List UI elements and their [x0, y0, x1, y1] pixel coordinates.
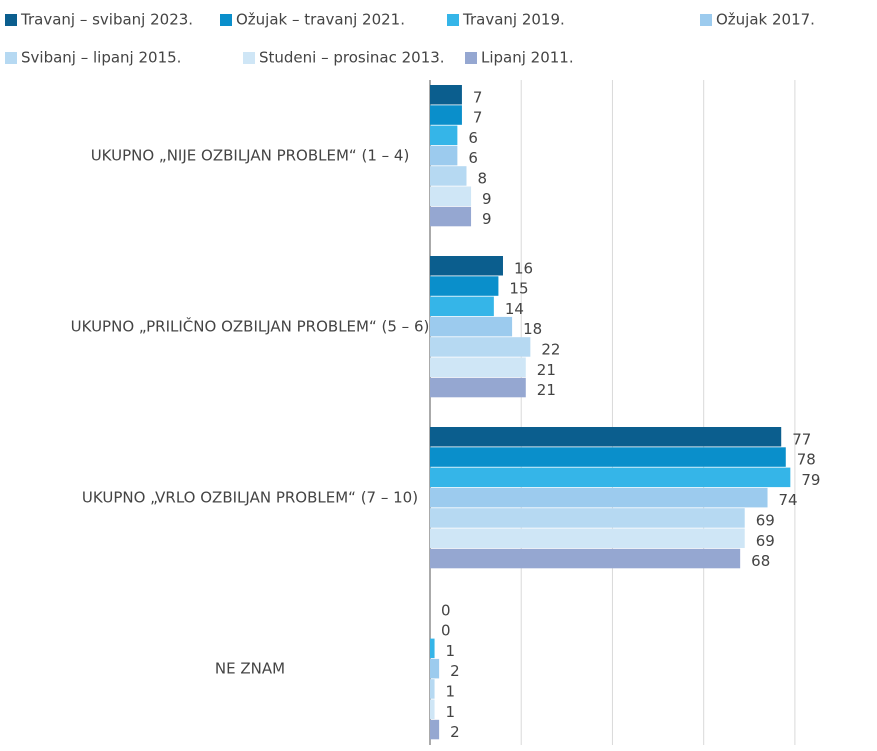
- value-label: 22: [541, 340, 560, 358]
- legend-label: Lipanj 2011.: [481, 49, 574, 67]
- value-label: 9: [482, 190, 492, 208]
- value-label: 69: [756, 532, 775, 550]
- bar: [430, 145, 458, 166]
- value-label: 6: [468, 129, 478, 147]
- value-label: 77: [792, 430, 811, 448]
- legend-swatch: [447, 14, 459, 26]
- value-label: 1: [446, 682, 456, 700]
- value-label: 2: [450, 662, 460, 680]
- legend-label: Ožujak – travanj 2021.: [236, 11, 405, 29]
- bar: [430, 679, 435, 699]
- legend-swatch: [5, 52, 17, 64]
- category-label: NE ZNAM: [215, 660, 285, 678]
- legend-label: Studeni – prosinac 2013.: [259, 49, 445, 67]
- bar: [430, 85, 462, 105]
- legend-label: Travanj – svibanj 2023.: [20, 11, 193, 29]
- legend-swatch: [700, 14, 712, 26]
- value-label: 74: [779, 491, 798, 509]
- bar: [430, 528, 745, 548]
- bar: [430, 427, 782, 447]
- value-label: 15: [509, 280, 528, 298]
- value-label: 14: [505, 300, 524, 318]
- bar: [430, 206, 472, 227]
- value-label: 69: [756, 511, 775, 529]
- value-label: 9: [482, 210, 492, 228]
- value-label: 1: [446, 703, 456, 721]
- legend-swatch: [465, 52, 477, 64]
- category-label: UKUPNO „NIJE OZBILJAN PROBLEM“ (1 – 4): [91, 147, 410, 165]
- bar: [430, 166, 467, 186]
- bar: [430, 638, 435, 659]
- bar: [430, 447, 786, 467]
- category-label: UKUPNO „VRLO OZBILJAN PROBLEM“ (7 – 10): [82, 489, 418, 507]
- bar: [430, 467, 791, 488]
- legend-label: Ožujak 2017.: [716, 11, 815, 29]
- legend-swatch: [220, 14, 232, 26]
- value-label: 8: [477, 169, 487, 187]
- value-label: 2: [450, 723, 460, 741]
- value-label: 78: [797, 451, 816, 469]
- bar: [430, 699, 435, 719]
- bar: [430, 337, 531, 357]
- bar: [430, 719, 440, 740]
- bar: [430, 658, 440, 679]
- bar: [430, 276, 499, 296]
- bar: [430, 357, 526, 377]
- value-label: 6: [468, 149, 478, 167]
- value-label: 21: [537, 361, 556, 379]
- value-label: 0: [441, 622, 451, 640]
- bar: [430, 487, 768, 508]
- category-label: UKUPNO „PRILIČNO OZBILJAN PROBLEM“ (5 – …: [71, 317, 430, 336]
- value-label: 0: [441, 601, 451, 619]
- legend-label: Travanj 2019.: [462, 11, 565, 29]
- bar: [430, 125, 458, 146]
- value-label: 7: [473, 109, 483, 127]
- bar: [430, 377, 526, 398]
- bar: [430, 316, 513, 337]
- value-label: 7: [473, 88, 483, 106]
- bar: [430, 508, 745, 528]
- legend-swatch: [5, 14, 17, 26]
- value-label: 18: [523, 320, 542, 338]
- value-label: 21: [537, 381, 556, 399]
- value-label: 68: [751, 552, 770, 570]
- value-label: 79: [801, 471, 820, 489]
- bar: [430, 186, 472, 206]
- value-label: 1: [446, 642, 456, 660]
- bar: [430, 256, 503, 276]
- bar: [430, 105, 462, 125]
- legend-label: Svibanj – lipanj 2015.: [21, 49, 181, 67]
- bar: [430, 296, 494, 317]
- legend-swatch: [243, 52, 255, 64]
- value-label: 16: [514, 259, 533, 277]
- bar: [430, 548, 741, 569]
